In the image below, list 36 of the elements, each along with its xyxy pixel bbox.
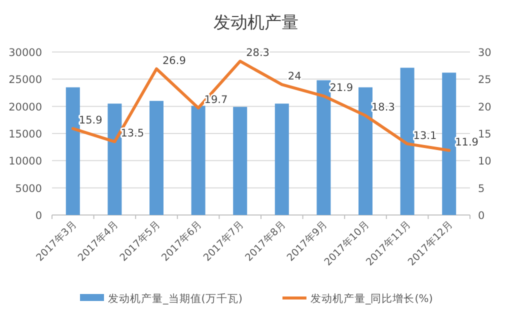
y-tick-label: 30000	[8, 47, 42, 59]
bar	[274, 104, 289, 215]
bar	[233, 106, 248, 215]
bar	[191, 106, 206, 215]
y-tick-label: 25000	[8, 74, 42, 86]
bar	[358, 87, 372, 215]
data-label: 15.9	[78, 114, 102, 127]
data-label: 26.9	[162, 54, 186, 67]
y2-tick-label: 10	[478, 156, 492, 168]
y2-tick-label: 0	[478, 210, 485, 222]
legend-label: 发动机产量_同比增长(%)	[310, 292, 433, 305]
data-label: 13.5	[120, 128, 144, 140]
y2-tick-label: 30	[478, 47, 492, 59]
bar	[150, 100, 164, 215]
data-label: 21.9	[330, 82, 354, 94]
y2-tick-label: 5	[478, 182, 485, 195]
y-tick-label: 10000	[8, 156, 42, 168]
y-tick-label: 5000	[15, 182, 42, 195]
y2-tick-label: 20	[478, 101, 492, 114]
data-label: 11.9	[455, 136, 478, 148]
bar	[108, 104, 122, 215]
y-tick-label: 20000	[8, 101, 42, 114]
legend-label: 发动机产量_当期值(万千瓦)	[108, 292, 242, 305]
y2-tick-label: 15	[478, 128, 492, 140]
data-label: 18.3	[372, 102, 395, 114]
bar	[316, 80, 331, 215]
y-tick-label: 15000	[8, 128, 42, 140]
y2-tick-label: 25	[478, 74, 492, 86]
data-label: 13.1	[413, 130, 437, 142]
bar	[400, 68, 414, 215]
bar	[442, 72, 456, 215]
data-label: 24	[288, 70, 302, 83]
bar	[66, 87, 80, 215]
chart-title: 发动机产量	[214, 13, 298, 33]
data-label: 28.3	[246, 47, 270, 60]
y-tick-label: 0	[35, 210, 42, 222]
